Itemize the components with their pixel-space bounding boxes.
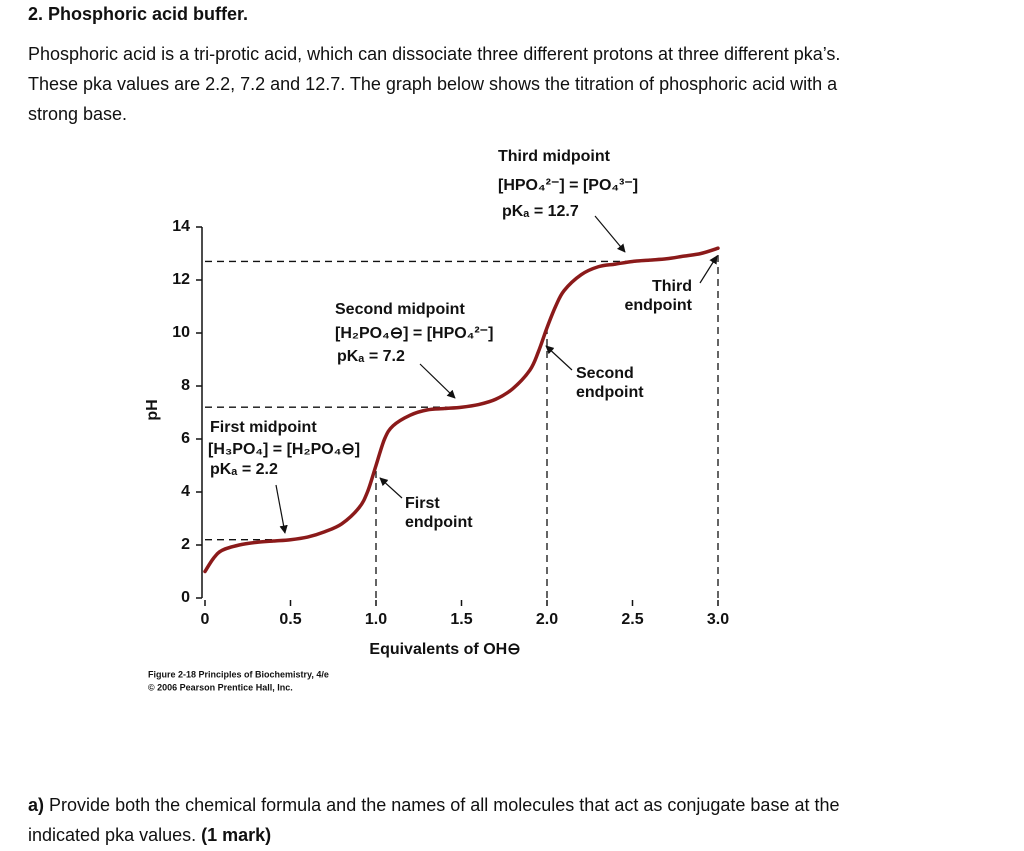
x-tick-label: 1.0 <box>365 611 387 628</box>
x-tick-label: 3.0 <box>707 611 729 628</box>
x-tick-label: 2.5 <box>621 611 643 628</box>
annotation-formula: [HPO₄²⁻] = [PO₄³⁻] <box>498 177 638 194</box>
caption: Figure 2-18 Principles of Biochemistry, … <box>148 669 329 679</box>
annotation-title: First midpoint <box>210 419 317 436</box>
y-axis-label: pH <box>144 399 161 420</box>
question-mark: (1 mark) <box>201 825 272 845</box>
y-tick-label: 8 <box>181 377 190 394</box>
annotation-pka: pKₐ = 2.2 <box>210 461 278 478</box>
annotation-formula: [H₃PO₄] = [H₂PO₄⊖] <box>208 441 360 458</box>
y-tick-label: 14 <box>172 218 190 235</box>
heading: 2. Phosphoric acid buffer. <box>28 4 249 24</box>
annotation-title: First endpoint <box>405 495 473 531</box>
x-tick-label: 0 <box>201 611 210 628</box>
arrow <box>379 477 403 499</box>
x-tick-label: 0.5 <box>279 611 301 628</box>
annotation-title: Second endpoint <box>576 365 644 401</box>
arrow <box>275 484 288 534</box>
question-label: a) <box>28 795 45 815</box>
y-tick-label: 10 <box>172 324 190 341</box>
y-tick-label: 2 <box>181 536 190 553</box>
arrow <box>545 345 573 371</box>
arrow <box>699 255 718 284</box>
annotation-pka: pKₐ = 7.2 <box>337 348 405 365</box>
question-line: a) Provide both the chemical formula and… <box>28 795 840 816</box>
x-axis-label: Equivalents of OH⊖ <box>369 641 520 658</box>
annotation-title: Third endpoint <box>624 278 692 314</box>
paragraph-line: These pka values are 2.2, 7.2 and 12.7. … <box>28 74 838 94</box>
question-text: Provide both the chemical formula and th… <box>49 795 840 815</box>
y-tick-label: 6 <box>181 430 190 447</box>
question-text: indicated pka values. <box>28 825 197 845</box>
arrows <box>275 215 718 534</box>
x-tick-label: 2.0 <box>536 611 558 628</box>
annotation-title: Second midpoint <box>335 301 465 318</box>
y-tick-label: 4 <box>181 483 190 500</box>
arrow <box>594 215 626 253</box>
annotation-formula: [H₂PO₄⊖] = [HPO₄²⁻] <box>335 325 493 342</box>
x-tick-label: 1.5 <box>450 611 472 628</box>
paragraph-line: strong base. <box>28 104 128 124</box>
paragraph-line: Phosphoric acid is a tri-protic acid, wh… <box>28 44 841 64</box>
y-tick-label: 0 <box>181 589 190 606</box>
y-tick-label: 12 <box>172 271 190 288</box>
annotation-title: Third midpoint <box>498 148 611 165</box>
annotation-pka: pKₐ = 12.7 <box>502 203 579 220</box>
arrow <box>419 363 456 399</box>
question-line: indicated pka values. (1 mark) <box>28 825 271 846</box>
caption: © 2006 Pearson Prentice Hall, Inc. <box>148 682 293 692</box>
titration-curve <box>203 246 720 574</box>
